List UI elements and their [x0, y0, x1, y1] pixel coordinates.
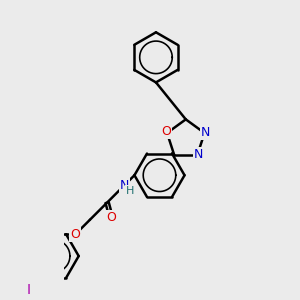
Text: N: N	[201, 127, 210, 140]
Text: I: I	[26, 284, 31, 297]
Text: O: O	[161, 125, 171, 138]
Text: O: O	[106, 211, 116, 224]
Text: N: N	[194, 148, 203, 161]
Text: O: O	[70, 229, 80, 242]
Text: N: N	[120, 179, 129, 192]
Text: H: H	[126, 186, 134, 196]
